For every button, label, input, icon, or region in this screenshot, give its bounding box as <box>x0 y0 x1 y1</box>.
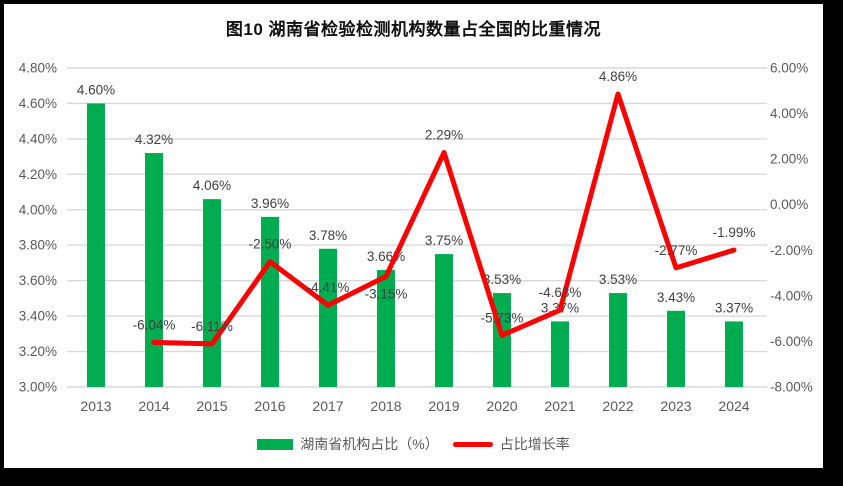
line-series-swatch-icon <box>452 441 493 447</box>
bar-2024 <box>725 321 743 387</box>
right-axis-tick-label: -8.00% <box>770 380 813 395</box>
bar-data-label: 3.53% <box>483 272 521 287</box>
x-axis-year-label: 2013 <box>80 398 111 414</box>
right-axis-tick-label: -2.00% <box>770 243 813 258</box>
line-data-label: -6.11% <box>191 319 233 334</box>
x-axis-year-label: 2015 <box>196 398 227 414</box>
left-axis-tick-label: 3.20% <box>19 344 57 359</box>
line-series-legend-label: 占比增长率 <box>499 436 570 452</box>
x-axis-year-label: 2018 <box>370 398 401 414</box>
right-axis-tick-label: -6.00% <box>770 334 813 349</box>
bar-data-label: 3.37% <box>715 300 753 315</box>
bar-series-legend-label: 湖南省机构占比（%） <box>300 436 439 452</box>
x-axis-year-label: 2019 <box>428 398 459 414</box>
left-axis-tick-label: 3.80% <box>19 238 57 253</box>
left-axis-tick-label: 3.60% <box>19 273 57 288</box>
bar-data-label: 3.53% <box>599 272 637 287</box>
bar-2016 <box>261 216 279 387</box>
right-axis-tick-label: 6.00% <box>770 61 808 76</box>
line-data-label: 4.86% <box>599 69 637 84</box>
x-axis-year-label: 2017 <box>312 398 343 414</box>
combo-chart-canvas: 4.80% 4.60% 4.40% 4.20% 4.00% 3.80% 3.60% 3.40%… <box>19 61 813 415</box>
legend-item-line-series: 占比增长率 <box>452 434 570 454</box>
line-data-label: 2.29% <box>425 128 463 143</box>
line-data-label: -2.50% <box>249 237 292 252</box>
left-axis-tick-label: 3.00% <box>19 380 57 395</box>
left-axis-tick-label: 4.80% <box>19 61 57 76</box>
bar-2014 <box>145 153 163 387</box>
line-data-label: -3.15% <box>365 286 408 301</box>
bar-2022 <box>609 293 627 387</box>
left-axis-tick-label: 4.20% <box>19 167 57 182</box>
line-data-label: -1.99% <box>713 225 756 240</box>
line-data-label: -2.77% <box>655 243 698 258</box>
bar-data-label: 3.78% <box>309 228 347 243</box>
x-axis-year-label: 2020 <box>486 398 517 414</box>
bar-data-label: 3.43% <box>657 290 695 305</box>
bar-data-label: 4.06% <box>193 178 231 193</box>
bar-data-label: 4.60% <box>77 82 115 97</box>
x-axis-year-label: 2022 <box>602 398 633 414</box>
line-data-label: -5.73% <box>481 310 524 325</box>
right-axis-tick-label: 2.00% <box>770 152 808 167</box>
bar-2019 <box>435 254 453 387</box>
chart-title: 图10 湖南省检验检测机构数量占全国的比重情况 <box>225 20 602 39</box>
left-axis-tick-label: 4.40% <box>19 131 57 146</box>
bar-data-label: 3.75% <box>425 233 463 248</box>
bar-2021 <box>551 321 569 387</box>
left-axis-tick-label: 4.00% <box>19 202 57 217</box>
x-axis-year-label: 2021 <box>544 398 575 414</box>
x-axis-year-label: 2023 <box>660 398 691 414</box>
chart-legend: 湖南省机构占比（%） 占比增长率 <box>4 434 823 454</box>
right-axis-tick-label: 4.00% <box>770 106 808 121</box>
bar-2017 <box>319 248 337 387</box>
growth-rate-line <box>151 91 737 347</box>
bar-2020 <box>493 293 511 387</box>
bar-data-label: 3.96% <box>251 196 289 211</box>
line-data-label: -4.41% <box>307 280 350 295</box>
bar-2023 <box>667 310 685 387</box>
line-data-label: -4.63% <box>539 285 582 300</box>
right-axis-tick-label: -4.00% <box>770 288 813 303</box>
bar-data-label: 4.32% <box>135 132 173 147</box>
bar-2015 <box>203 199 221 387</box>
bar-2013 <box>87 103 105 387</box>
x-axis-year-label: 2014 <box>138 398 169 414</box>
bar-2018 <box>377 270 395 387</box>
right-axis-tick-label: 0.00% <box>770 197 808 212</box>
left-axis-tick-label: 3.40% <box>19 309 57 324</box>
legend-item-bar-series: 湖南省机构占比（%） <box>257 434 439 454</box>
x-axis-year-label: 2024 <box>718 398 749 414</box>
line-data-label: -6.04% <box>133 317 176 332</box>
x-axis-year-label: 2016 <box>254 398 285 414</box>
left-axis-tick-label: 4.60% <box>19 96 57 111</box>
bar-series-swatch-icon <box>257 438 294 450</box>
